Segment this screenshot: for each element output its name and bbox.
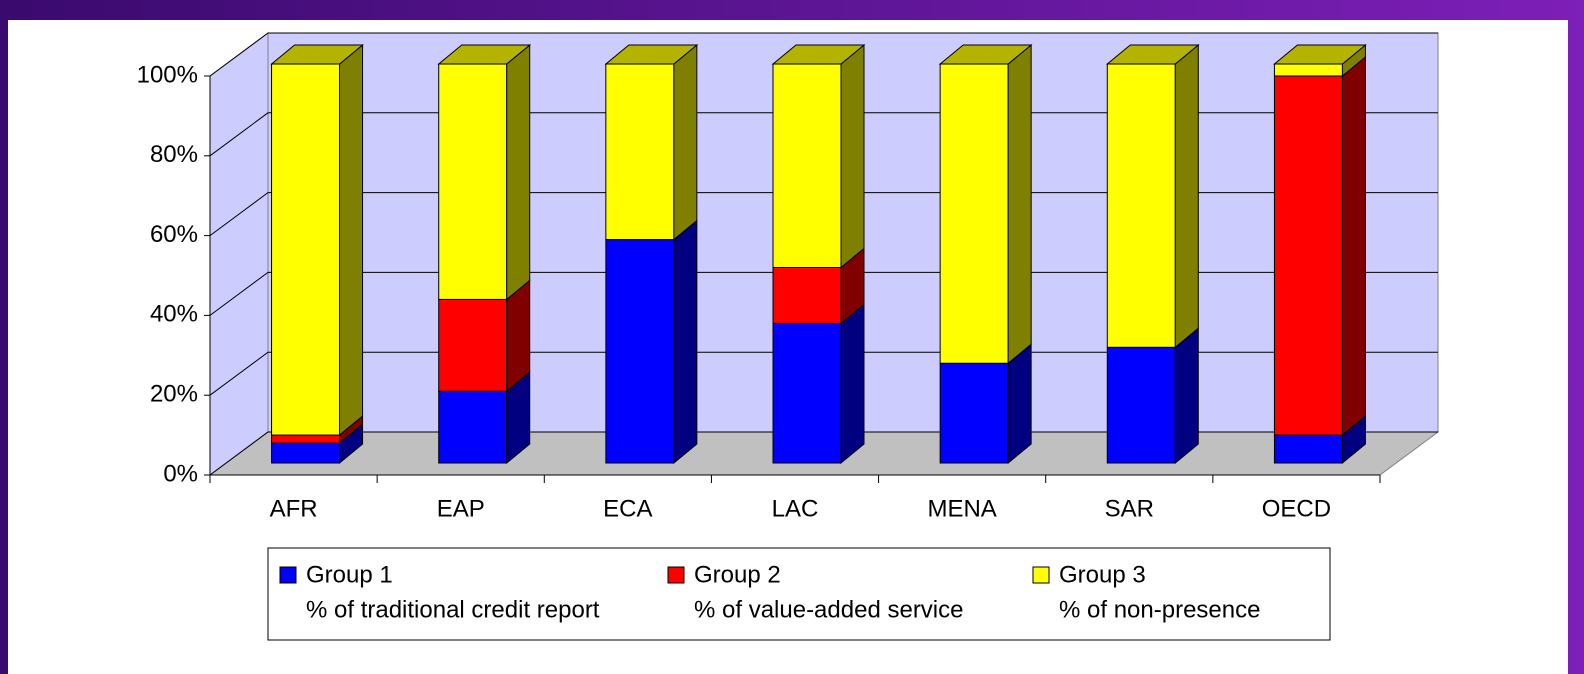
grid-line [209,271,1438,316]
bar-top [771,44,866,65]
grid-line [209,112,1438,157]
bar-segment [605,239,675,464]
bar-segment [438,63,508,300]
grid-line [209,192,1438,237]
x-tick-label: ECA [603,495,652,522]
bar-side [339,43,364,437]
bar-top [270,44,364,65]
grid-line [209,32,1438,77]
y-tick-label: 0% [163,460,198,487]
bar-side [673,43,698,241]
grid-line [209,351,1438,396]
y-tick-label: 100% [137,61,198,88]
bar-segment [1273,63,1343,77]
x-tick-label: MENA [927,495,996,522]
bar-side [840,303,865,465]
bar-segment [438,390,508,464]
legend-box [267,547,1331,641]
bar-segment [605,63,675,241]
bar-top [938,44,1033,65]
y-tick-label: 20% [150,381,198,408]
bar-side [1007,343,1032,465]
bar-segment [772,266,842,324]
legend-label: Group 1 [306,561,393,588]
bar-side [1007,43,1032,365]
y-tick-label: 80% [150,141,198,168]
bar-segment [772,322,842,464]
bar-segment [271,442,341,464]
bar-segment [438,298,508,392]
legend-swatch [667,566,685,584]
bar-side [1174,43,1199,349]
bar-side [1174,327,1199,465]
legend-note: % of non-presence [1059,596,1260,623]
bar-segment [939,63,1009,364]
bar-top [437,44,532,65]
legend-swatch [279,566,297,584]
bar-top [1273,44,1367,65]
bar-segment [1273,434,1343,464]
legend-swatch [1032,566,1050,584]
legend-label: Group 2 [694,561,781,588]
bar-segment [772,63,842,268]
bar-segment [1273,75,1343,436]
bar-segment [1106,346,1176,464]
bar-top [1105,44,1200,65]
bar-segment [939,362,1009,464]
bar-top [604,44,699,65]
x-tick-label: AFR [270,495,318,522]
legend-label: Group 3 [1059,561,1146,588]
bar-side [506,43,531,301]
y-tick-label: 40% [150,301,198,328]
x-tick-label: SAR [1105,495,1154,522]
bar-side [840,43,865,269]
x-tick-label: LAC [772,495,819,522]
legend-note: % of value-added service [694,596,963,623]
y-tick-label: 60% [150,221,198,248]
x-tick-label: OECD [1262,495,1331,522]
bar-segment [271,434,341,444]
x-tick-label: EAP [437,495,485,522]
legend-note: % of traditional credit report [306,596,600,623]
bar-side [673,219,698,465]
bar-segment [1106,63,1176,348]
side-wall [209,32,269,476]
grid-line [209,431,1438,476]
bar-segment [271,63,341,436]
bar-side [1341,55,1366,437]
